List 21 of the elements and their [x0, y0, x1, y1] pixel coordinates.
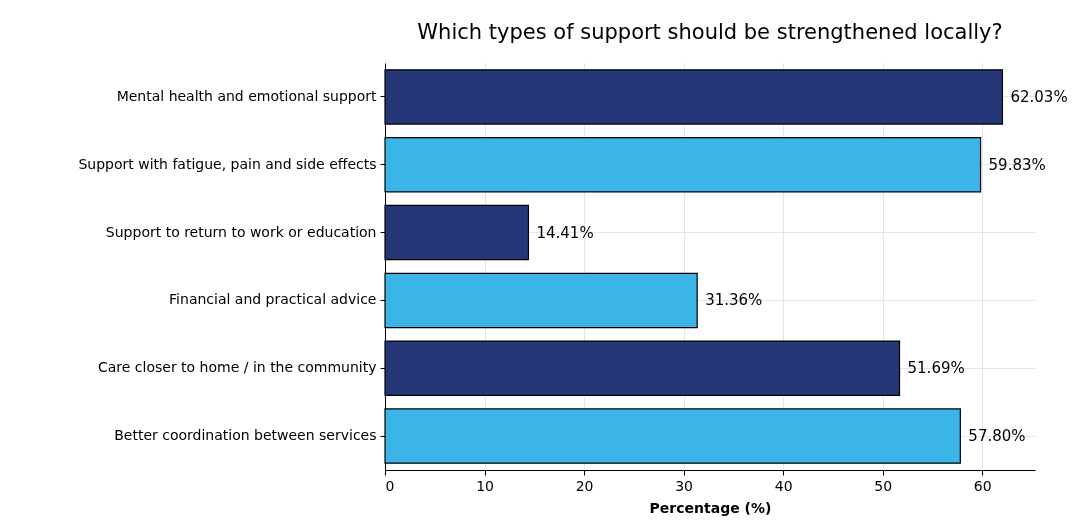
data-label: 31.36% — [705, 291, 763, 310]
x-tick-label: 20 — [575, 477, 594, 494]
x-tick-label: 0 — [385, 477, 395, 494]
x-tick-label: 50 — [874, 477, 893, 494]
y-tick-label: Support to return to work or education — [105, 223, 377, 240]
data-label: 57.80% — [968, 427, 1026, 446]
data-label: 51.69% — [907, 359, 965, 378]
x-axis-title: Percentage (%) — [649, 499, 772, 516]
chart-title: Which types of support should be strengthened locally? — [417, 20, 1003, 44]
y-tick-label: Better coordination between services — [114, 427, 377, 444]
x-tick-label: 60 — [973, 477, 992, 494]
y-tick-label: Care closer to home / in the community — [97, 359, 377, 376]
data-label: 14.41% — [536, 223, 594, 242]
y-tick-label: Support with fatigue, pain and side effects — [78, 155, 377, 172]
x-tick-label: 30 — [675, 477, 694, 494]
data-label: 59.83% — [988, 155, 1046, 174]
data-label: 62.03% — [1010, 87, 1068, 106]
y-tick-label: Mental health and emotional support — [116, 87, 377, 104]
x-tick-label: 40 — [774, 477, 793, 494]
x-tick-label: 10 — [476, 477, 494, 494]
y-tick-label: Financial and practical advice — [169, 291, 377, 308]
